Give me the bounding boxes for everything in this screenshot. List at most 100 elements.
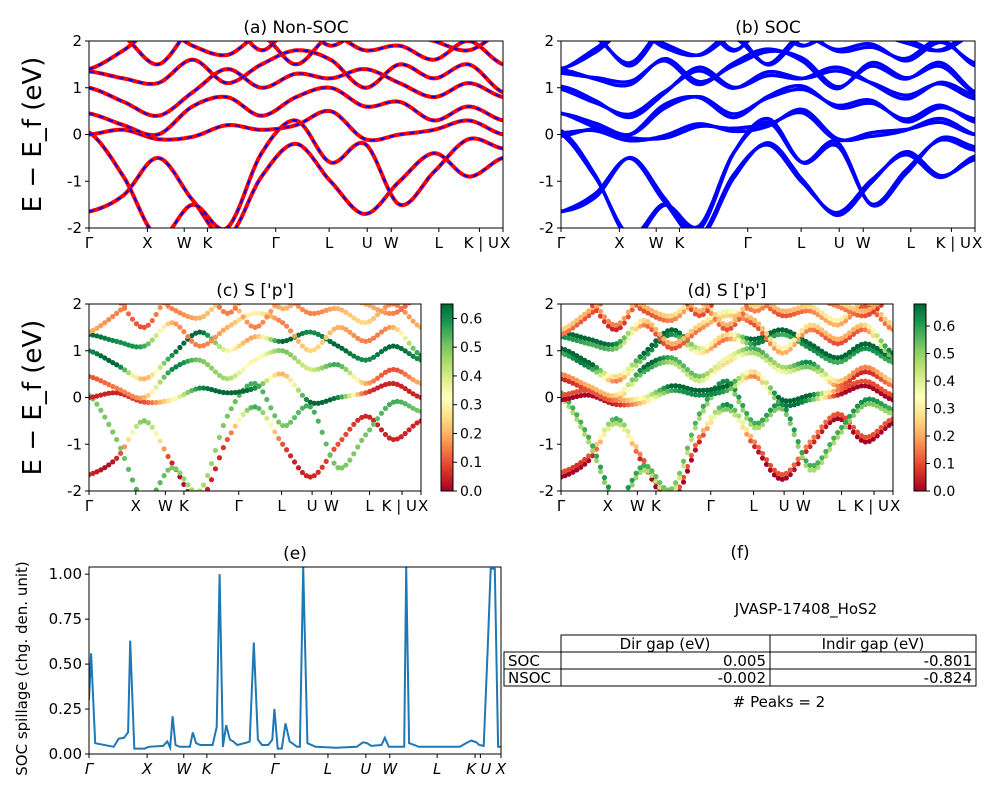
band-point: [629, 436, 635, 442]
band-point: [153, 487, 159, 491]
band-point: [157, 438, 163, 444]
band-point: [724, 331, 730, 337]
band-point: [842, 419, 849, 425]
band-point: [90, 374, 96, 381]
band-point: [815, 464, 821, 471]
band-point: [173, 308, 179, 314]
band-point: [216, 455, 223, 461]
band-point: [414, 393, 420, 399]
band-point: [748, 319, 754, 326]
colorbar-tick-label: 0.6: [933, 319, 955, 335]
band-point: [625, 397, 631, 403]
band-point: [295, 465, 302, 471]
band-point: [613, 322, 619, 328]
band-point: [653, 309, 659, 316]
band-point: [870, 371, 876, 377]
band-point: [669, 327, 675, 333]
band-point: [807, 322, 813, 328]
band-point: [866, 438, 872, 444]
band-point: [593, 307, 600, 314]
band-point: [562, 286, 567, 291]
band-point: [862, 434, 868, 440]
band-point: [771, 390, 778, 396]
band-point: [803, 308, 809, 314]
band-point: [784, 289, 789, 294]
band-point: [712, 364, 718, 370]
band-point: [121, 389, 128, 395]
band-point: [291, 382, 298, 388]
band-point: [574, 291, 579, 296]
x-tick-label: Γ: [707, 497, 716, 515]
band-point: [327, 362, 333, 368]
x-tick-label: Γ: [235, 497, 244, 515]
band-point: [315, 418, 321, 424]
band-point: [311, 473, 317, 479]
band-point: [386, 324, 392, 331]
band-point: [582, 316, 588, 322]
band-point: [661, 274, 666, 279]
band-point: [268, 336, 274, 342]
peaks-count: # Peaks = 2: [733, 693, 825, 711]
band-point: [220, 327, 226, 333]
band-point: [858, 370, 864, 376]
band-point: [90, 470, 96, 476]
band-point: [882, 393, 888, 399]
band-point: [386, 435, 392, 441]
band-point: [684, 385, 691, 391]
band-point: [617, 338, 623, 345]
band-point: [783, 407, 789, 413]
x-tick-label: U: [360, 760, 371, 778]
axes-frame: [88, 566, 502, 755]
band-point: [307, 399, 313, 405]
band-point: [149, 337, 155, 343]
y-tick-label: -1: [67, 172, 82, 190]
band-point: [347, 350, 353, 357]
band-point: [582, 340, 588, 346]
band-point: [374, 306, 381, 313]
band-point: [870, 348, 876, 354]
band-point: [708, 414, 714, 421]
band-point: [98, 322, 104, 329]
band-point: [787, 416, 793, 422]
band-point: [649, 468, 655, 474]
band-point: [633, 470, 639, 476]
band-point: [878, 386, 884, 392]
band-point: [177, 324, 183, 330]
band-point: [324, 288, 329, 293]
band-point: [839, 424, 845, 431]
band-point: [673, 361, 679, 367]
band-point: [264, 351, 270, 357]
x-tick-label: W: [856, 234, 871, 252]
band-point: [771, 333, 778, 339]
x-tick-label: K: [202, 234, 213, 252]
band-point: [582, 292, 587, 297]
band-point: [570, 325, 576, 331]
band-point: [106, 357, 112, 363]
band-point: [835, 341, 841, 347]
band-point: [637, 395, 643, 402]
band-point: [827, 357, 833, 364]
band-point: [378, 427, 385, 433]
band-point: [597, 394, 604, 400]
band-point: [268, 375, 274, 381]
band-point: [696, 373, 702, 380]
band-point: [752, 369, 758, 375]
band-point: [578, 379, 584, 385]
band-point: [665, 487, 671, 491]
band-point: [665, 313, 671, 319]
band-point: [854, 324, 861, 330]
band-point: [232, 319, 238, 325]
band-point: [767, 304, 774, 307]
band-point: [264, 396, 270, 403]
band-point: [609, 341, 615, 348]
band-point: [621, 426, 627, 433]
band-point: [842, 318, 849, 324]
band-point: [173, 321, 179, 327]
band-point: [193, 386, 199, 392]
band-point: [787, 467, 793, 473]
band-point: [783, 475, 789, 481]
band-point: [649, 322, 655, 328]
band-point: [835, 415, 841, 422]
band-point: [700, 311, 706, 318]
band-point: [752, 420, 758, 426]
